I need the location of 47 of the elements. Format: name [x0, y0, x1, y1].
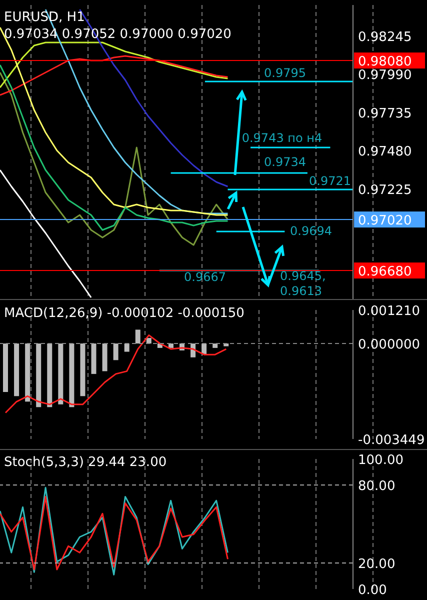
ref-line-label: 0.96680	[358, 264, 412, 280]
annotation: 0.9645, 0.9613	[280, 269, 326, 298]
y-tick-label: -0.003449	[358, 433, 425, 448]
annotation: 0.9734	[264, 155, 306, 169]
y-tick-label: 0.97735	[358, 106, 412, 122]
y-tick-label: 0.97225	[358, 182, 412, 198]
bar	[168, 344, 174, 348]
bar	[36, 344, 42, 408]
annotation: 0.9721	[309, 174, 351, 188]
annotation: 0.9795	[264, 66, 306, 80]
y-tick-label: 0.001210	[358, 304, 420, 319]
bar	[91, 344, 96, 374]
bar	[102, 344, 108, 372]
y-tick-label: 0.000000	[358, 338, 420, 353]
y-tick-label: 0.98245	[358, 30, 412, 45]
line-series	[0, 169, 92, 298]
y-tick-label: 0.00	[358, 583, 387, 598]
y-tick-label: 80.00	[358, 479, 396, 494]
bar	[135, 330, 140, 344]
chart-title: Stoch(5,3,3) 29.44 23.00	[4, 454, 167, 471]
annotation: 0.9694	[290, 224, 332, 238]
line-series	[0, 496, 228, 570]
line-series	[0, 42, 228, 88]
bar	[14, 344, 20, 396]
annotation: 0.9743 по н4	[242, 131, 322, 145]
chart-title: MACD(12,26,9) -0.000102 -0.000150	[4, 305, 244, 322]
line-series	[0, 55, 228, 96]
ref-line-label: 0.97020	[358, 214, 412, 228]
bar	[212, 344, 218, 348]
y-tick-label: 100.00	[358, 453, 404, 468]
line-series	[0, 26, 228, 216]
bar	[69, 344, 74, 408]
y-tick-label: 0.97990	[358, 68, 412, 83]
bar	[124, 344, 130, 352]
bar	[25, 344, 30, 402]
ref-line-label: 0.98080	[358, 54, 412, 70]
bar	[58, 344, 64, 404]
bar	[113, 344, 118, 360]
y-tick-label: 0.97480	[358, 144, 412, 160]
line-series	[4, 334, 227, 414]
bar	[80, 344, 86, 396]
bar	[3, 344, 8, 392]
line-series	[0, 486, 228, 576]
bar	[47, 344, 52, 408]
y-tick-label: 20.00	[358, 557, 396, 572]
bar	[146, 338, 152, 344]
annotation: 0.9667	[184, 270, 226, 284]
